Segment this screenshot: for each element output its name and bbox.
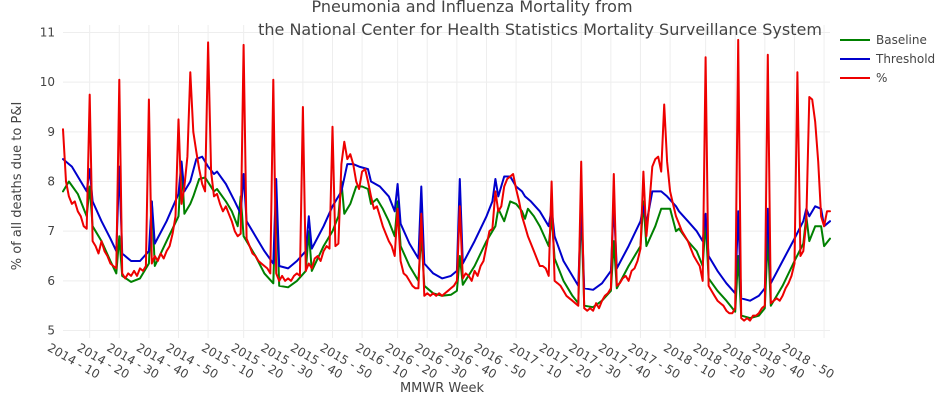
legend-label-threshold: Threshold [875,52,935,66]
y-tick-label: 7 [47,224,55,238]
y-tick-label: 11 [40,25,55,39]
x-axis-title: MMWR Week [400,381,485,396]
legend-label-percent: % [876,71,887,85]
chart-title-line-1: Pneumonia and Influenza Mortality from [311,0,632,16]
legend-item-percent[interactable]: % [840,71,887,85]
y-axis-title: % of all deaths due to P&I [10,102,25,271]
legend-item-threshold[interactable]: Threshold [840,52,935,66]
legend: Baseline Threshold % [840,33,935,85]
y-tick-label: 5 [47,324,55,338]
y-tick-label: 9 [47,125,55,139]
legend-label-baseline: Baseline [876,33,927,47]
series-line-threshold[interactable] [62,155,831,302]
y-tick-label: 10 [40,75,55,89]
chart-title-line-2: the National Center for Health Statistic… [258,20,822,39]
legend-item-baseline[interactable]: Baseline [840,33,927,47]
y-axis-ticks: 5 6 7 8 9 10 11 [40,25,55,337]
y-tick-label: 6 [47,274,55,288]
y-tick-label: 8 [47,175,55,189]
series-line-percent[interactable] [62,38,831,322]
series-lines [62,38,831,322]
